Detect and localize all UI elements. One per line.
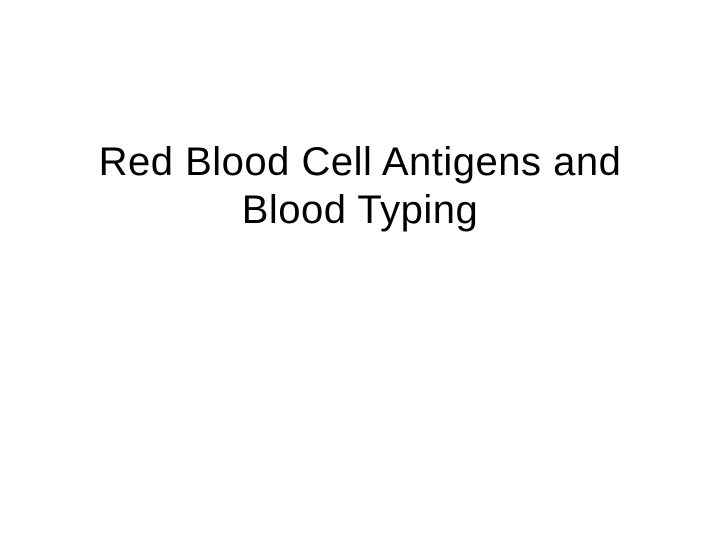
slide-title: Red Blood Cell Antigens andBlood Typing xyxy=(0,138,720,234)
slide-container: Red Blood Cell Antigens andBlood Typing xyxy=(0,0,720,540)
